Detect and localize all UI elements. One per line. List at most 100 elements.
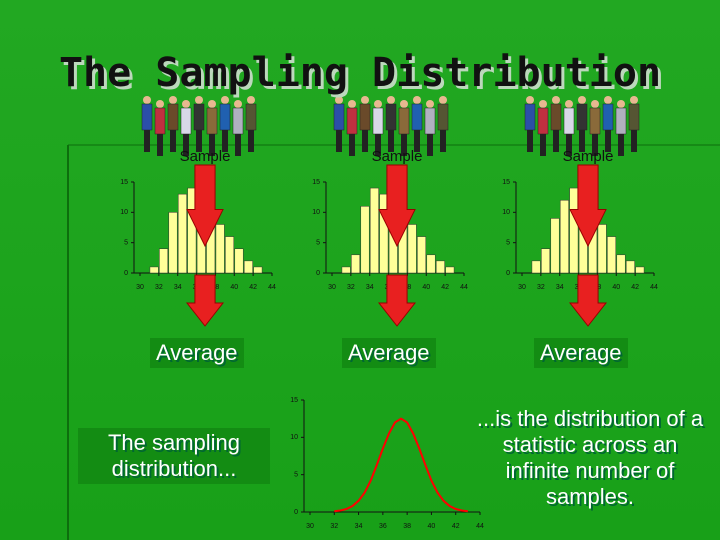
y-tick-label: 10: [120, 209, 128, 216]
y-tick-label: 15: [290, 397, 298, 404]
person-head: [348, 100, 356, 108]
person-legs: [527, 130, 533, 152]
y-tick-label: 5: [506, 240, 510, 247]
person-body: [615, 107, 627, 135]
person-body: [333, 103, 345, 131]
bar: [215, 224, 225, 274]
x-tick-label: 42: [249, 284, 257, 291]
slide-title: The Sampling Distribution: [58, 50, 662, 96]
bar: [635, 266, 645, 274]
x-tick-label: 34: [174, 284, 182, 291]
person-body: [372, 107, 384, 135]
person-legs: [248, 130, 254, 152]
person-body: [154, 107, 166, 135]
bar: [177, 193, 187, 274]
bar: [435, 260, 445, 274]
sample-label: Sample: [372, 148, 423, 165]
bar: [541, 248, 551, 274]
x-tick-label: 40: [428, 523, 436, 530]
person-legs: [566, 134, 572, 156]
person-head: [630, 96, 638, 104]
person-body: [576, 103, 588, 131]
x-tick-label: 42: [452, 523, 460, 530]
bar: [616, 254, 626, 274]
person-head: [387, 96, 395, 104]
bar: [559, 199, 569, 274]
person-head: [552, 96, 560, 104]
person-legs: [375, 134, 381, 156]
person-legs: [605, 130, 611, 152]
person-head: [169, 96, 177, 104]
right-note: ...is the distribution of a statistic ac…: [476, 406, 704, 509]
bar: [149, 266, 159, 274]
y-tick-label: 5: [316, 240, 320, 247]
x-tick-label: 40: [230, 284, 238, 291]
average-label: Average: [150, 338, 244, 368]
x-tick-label: 44: [650, 284, 658, 291]
line: [334, 417, 468, 513]
person-legs: [222, 130, 228, 152]
person-body: [245, 103, 257, 131]
x-tick-label: 44: [460, 284, 468, 291]
person-legs: [553, 130, 559, 152]
person-head: [413, 96, 421, 104]
person-body: [219, 103, 231, 131]
person-body: [589, 107, 601, 135]
bar: [426, 254, 436, 274]
person-head: [539, 100, 547, 108]
person-body: [537, 107, 549, 135]
person-body: [167, 103, 179, 131]
person-legs: [196, 130, 202, 152]
person-head: [234, 100, 242, 108]
x-tick-label: 42: [441, 284, 449, 291]
x-tick-label: 32: [330, 523, 338, 530]
person-head: [604, 96, 612, 104]
sample-label: Sample: [563, 148, 614, 165]
person-legs: [440, 130, 446, 152]
person-legs: [427, 134, 433, 156]
x-tick-label: 38: [403, 523, 411, 530]
x-tick-label: 36: [379, 523, 387, 530]
y-tick-label: 0: [124, 270, 128, 277]
y-tick-label: 0: [294, 509, 298, 516]
person-head: [617, 100, 625, 108]
person-head: [143, 96, 151, 104]
left-note: The sampling distribution...: [78, 428, 270, 484]
person-body: [398, 107, 410, 135]
person-legs: [183, 134, 189, 156]
person-head: [439, 96, 447, 104]
bar: [625, 260, 635, 274]
y-tick-label: 15: [312, 179, 320, 186]
bar: [597, 224, 607, 274]
person-legs: [414, 130, 420, 152]
bar: [187, 187, 197, 274]
bar: [351, 254, 361, 274]
person-head: [374, 100, 382, 108]
person-body: [346, 107, 358, 135]
x-tick-label: 32: [155, 284, 163, 291]
y-tick-label: 10: [312, 209, 320, 216]
arrow: [377, 274, 417, 327]
y-tick-label: 15: [502, 179, 510, 186]
arrow: [185, 274, 225, 327]
bar: [341, 266, 351, 274]
person-body: [524, 103, 536, 131]
person-head: [195, 96, 203, 104]
person-legs: [157, 134, 163, 156]
x-tick-label: 40: [612, 284, 620, 291]
x-tick-label: 34: [366, 284, 374, 291]
person-legs: [618, 134, 624, 156]
person-legs: [388, 130, 394, 152]
y-tick-label: 15: [120, 179, 128, 186]
person-head: [578, 96, 586, 104]
average-label: Average: [534, 338, 628, 368]
sample-label: Sample: [180, 148, 231, 165]
person-head: [591, 100, 599, 108]
x-tick-label: 34: [355, 523, 363, 530]
person-legs: [540, 134, 546, 156]
person-head: [400, 100, 408, 108]
y-tick-label: 5: [294, 472, 298, 479]
person-head: [361, 96, 369, 104]
